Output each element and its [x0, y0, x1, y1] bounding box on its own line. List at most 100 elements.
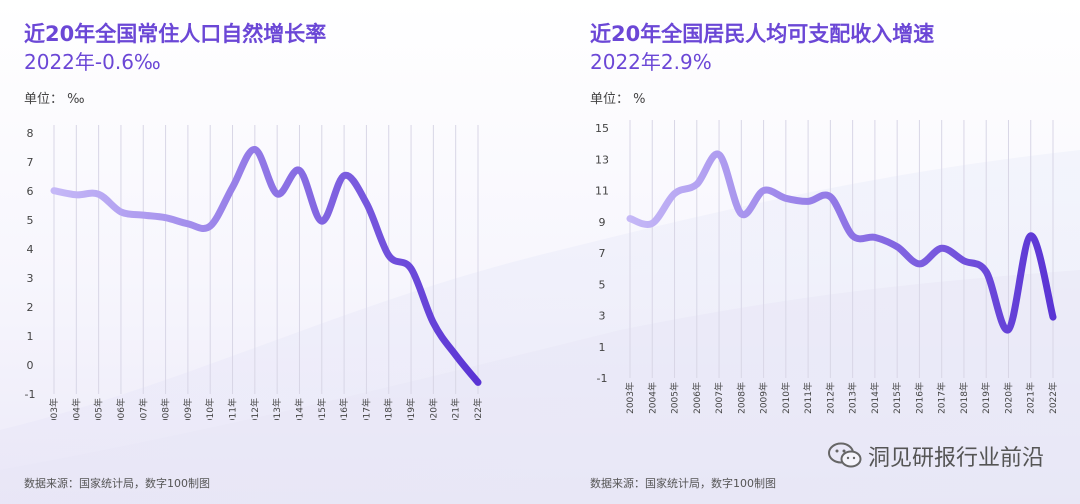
data-point [939, 245, 945, 251]
x-tick-label: 2016年 [913, 382, 925, 414]
y-tick-label: 7 [599, 247, 606, 260]
x-tick-label: 2009年 [758, 382, 770, 414]
x-tick-label: 2018年 [383, 398, 395, 420]
data-point [716, 152, 722, 158]
series-line [50, 146, 482, 386]
y-tick-label: 6 [27, 185, 34, 198]
data-point [694, 181, 700, 187]
x-tick-label: 2003年 [48, 398, 60, 420]
x-tick-label: 2009年 [182, 398, 194, 420]
x-tick-label: 2010年 [204, 398, 216, 420]
x-tick-label: 2005年 [669, 382, 681, 414]
x-tick-label: 2003年 [624, 382, 636, 414]
data-point [475, 379, 481, 385]
x-tick-label: 2022年 [472, 398, 484, 420]
data-point [118, 209, 124, 215]
y-tick-label: 1 [27, 330, 34, 343]
data-point [1050, 314, 1056, 320]
data-point [916, 261, 922, 267]
chart-title: 近20年全国常住人口自然增长率 [24, 22, 327, 46]
y-tick-label: 3 [27, 272, 34, 285]
x-tick-label: 2020年 [1002, 382, 1014, 414]
x-tick-label: 2013年 [847, 382, 859, 414]
x-tick-label: 2011年 [227, 398, 239, 420]
x-tick-label: 2008年 [160, 398, 172, 420]
y-tick-label: 7 [27, 156, 34, 169]
watermark-text: 洞见研报行业前沿 [867, 446, 1044, 471]
unit-label: 单位： % [590, 92, 646, 107]
data-point [894, 244, 900, 250]
x-tick-label: 2020年 [427, 398, 439, 420]
x-tick-label: 2012年 [824, 382, 836, 414]
x-tick-label: 2012年 [249, 398, 261, 420]
chart-title: 近20年全国居民人均可支配收入增速 [590, 22, 935, 46]
data-point [1005, 327, 1011, 333]
data-point [230, 184, 236, 190]
x-tick-label: 2022年 [1047, 382, 1059, 414]
y-tick-label: -1 [25, 388, 36, 401]
population-growth-chart: -1 0 1 2 3 4 5 6 7 8 2003年 2004年 2005年 2006年 2007年 2008… [25, 125, 484, 420]
watermark: 洞见研报行业前沿 [827, 440, 1044, 472]
data-point [672, 191, 678, 197]
data-point [961, 258, 967, 264]
data-point [408, 266, 414, 272]
y-tick-label: 0 [27, 359, 34, 372]
x-tick-label: 2015年 [891, 382, 903, 414]
y-tick-label: 9 [599, 216, 606, 229]
series-line [626, 150, 1057, 334]
data-point [274, 191, 280, 197]
data-point [363, 200, 369, 206]
chart-subtitle: 2022年2.9% [590, 50, 712, 74]
x-tick-label: 2014年 [293, 398, 305, 420]
x-tick-label: 2016年 [338, 398, 350, 420]
data-point [96, 191, 102, 197]
x-tick-label: 2014年 [869, 382, 881, 414]
x-tick-label: 2006年 [115, 398, 127, 420]
data-point [252, 147, 258, 153]
x-tick-label: 2007年 [137, 398, 149, 420]
data-point [761, 188, 767, 194]
x-tick-label: 2007年 [713, 382, 725, 414]
y-tick-label: 4 [27, 243, 34, 256]
data-point [1028, 233, 1034, 239]
x-tick-label: 2018年 [958, 382, 970, 414]
data-point [783, 195, 789, 201]
chart-subtitle: 2022年-0.6‰ [24, 50, 161, 74]
data-point [73, 192, 79, 198]
y-tick-label: 13 [595, 153, 609, 166]
data-point [341, 173, 347, 179]
x-tick-label: 2021年 [450, 398, 462, 420]
unit-label: 单位： ‰ [24, 92, 85, 107]
data-point [872, 234, 878, 240]
x-tick-label: 2005年 [93, 398, 105, 420]
x-tick-label: 2015年 [316, 398, 328, 420]
data-point [140, 212, 146, 218]
y-tick-label: -1 [597, 372, 608, 385]
x-tick-label: 2004年 [646, 382, 658, 414]
x-tick-label: 2004年 [70, 398, 82, 420]
data-point [627, 216, 633, 222]
x-tick-label: 2008年 [735, 382, 747, 414]
y-tick-label: 1 [599, 341, 606, 354]
x-tick-label: 2019年 [980, 382, 992, 414]
data-point [386, 252, 392, 258]
data-point [430, 320, 436, 326]
y-tick-label: 2 [27, 301, 34, 314]
right-chart-panel: 近20年全国居民人均可支配收入增速 2022年2.9% 单位： % -1 1 3 5 7… [540, 0, 1080, 504]
x-tick-label: 2019年 [405, 398, 417, 420]
y-tick-label: 3 [599, 310, 606, 323]
data-point [207, 223, 213, 229]
x-tick-label: 2010年 [780, 382, 792, 414]
data-point [453, 352, 459, 358]
y-tick-label: 11 [595, 185, 609, 198]
y-tick-label: 15 [595, 122, 609, 135]
y-tick-label: 5 [599, 278, 606, 291]
x-tick-label: 2011年 [802, 382, 814, 414]
data-point [185, 221, 191, 227]
data-point [983, 269, 989, 275]
data-point [51, 188, 57, 194]
data-point [163, 215, 169, 221]
data-point [738, 211, 744, 217]
data-point [827, 194, 833, 200]
